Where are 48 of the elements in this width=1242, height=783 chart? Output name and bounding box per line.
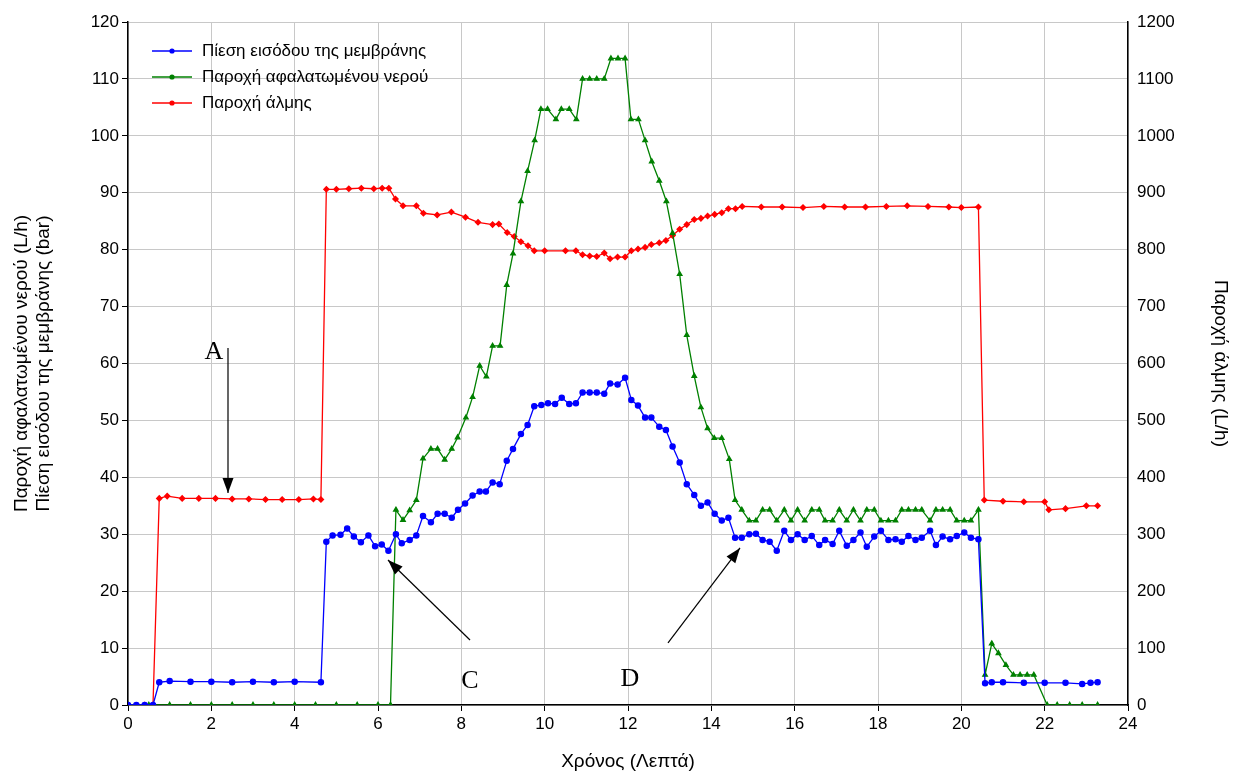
annotation: D bbox=[620, 663, 640, 694]
x-tick-label: 16 bbox=[785, 713, 805, 733]
y2-tick-label: 1200 bbox=[1137, 11, 1175, 31]
x-tick-label: 6 bbox=[373, 713, 383, 733]
y-tick-label: 110 bbox=[91, 68, 119, 88]
x-tick-label: 4 bbox=[289, 713, 300, 733]
x-tick-label: 0 bbox=[123, 713, 133, 733]
x-axis-title: Χρόνος (Λεπτά) bbox=[561, 749, 695, 771]
y2-tick-label: 100 bbox=[1137, 637, 1166, 657]
annotation: A bbox=[204, 335, 224, 366]
y2-tick-label: 900 bbox=[1137, 182, 1166, 202]
x-tick-label: 8 bbox=[456, 713, 467, 733]
y2-tick-label: 0 bbox=[1137, 694, 1147, 714]
y2-tick-label: 300 bbox=[1137, 523, 1166, 543]
y-tick-label: 0 bbox=[109, 694, 119, 714]
y2-tick-label: 200 bbox=[1137, 580, 1166, 600]
legend-label: Παροχή αφαλατωμένου νερού bbox=[202, 66, 429, 88]
y-tick-label: 100 bbox=[90, 125, 119, 145]
legend-label: Πίεση εισόδου της μεμβράνης bbox=[202, 40, 427, 62]
x-tick-label: 20 bbox=[951, 713, 971, 733]
y2-tick-label: 600 bbox=[1137, 353, 1166, 373]
y2-tick-label: 800 bbox=[1137, 239, 1166, 259]
x-tick-label: 24 bbox=[1118, 713, 1138, 733]
y2-tick-label: 1100 bbox=[1137, 68, 1174, 88]
y-tick-label: 120 bbox=[90, 11, 119, 31]
y2-tick-label: 700 bbox=[1137, 296, 1166, 316]
y-tick-label: 50 bbox=[100, 410, 119, 430]
x-tick-label: 18 bbox=[868, 713, 888, 733]
legend-label: Παροχή άλμης bbox=[202, 92, 312, 114]
annotation: C bbox=[461, 665, 479, 695]
y2-tick-label: 400 bbox=[1137, 467, 1166, 487]
y-tick-label: 30 bbox=[100, 523, 119, 543]
x-tick-label: 22 bbox=[1035, 713, 1055, 733]
y-tick-label: 20 bbox=[100, 580, 119, 600]
y-tick-label: 40 bbox=[100, 467, 119, 487]
y2-tick-label: 500 bbox=[1137, 410, 1166, 430]
x-tick-label: 2 bbox=[206, 713, 217, 733]
y-tick-label: 10 bbox=[100, 637, 119, 657]
y-tick-label: 60 bbox=[100, 353, 119, 373]
y2-axis-title: Παροχή άλμης (L/h) bbox=[1211, 280, 1233, 447]
x-tick-label: 14 bbox=[701, 713, 721, 733]
x-tick-label: 12 bbox=[618, 713, 638, 733]
y2-tick-label: 1000 bbox=[1137, 125, 1175, 145]
x-tick-label: 10 bbox=[535, 713, 555, 733]
y-tick-label: 90 bbox=[100, 182, 119, 202]
y-axis-title: Παροχή αφαλατωμένου νερού (L/h) Πίεση εισόδου της μεμβράνης (bar) bbox=[9, 214, 54, 513]
y-tick-label: 80 bbox=[100, 239, 119, 259]
y-tick-label: 70 bbox=[100, 296, 119, 316]
